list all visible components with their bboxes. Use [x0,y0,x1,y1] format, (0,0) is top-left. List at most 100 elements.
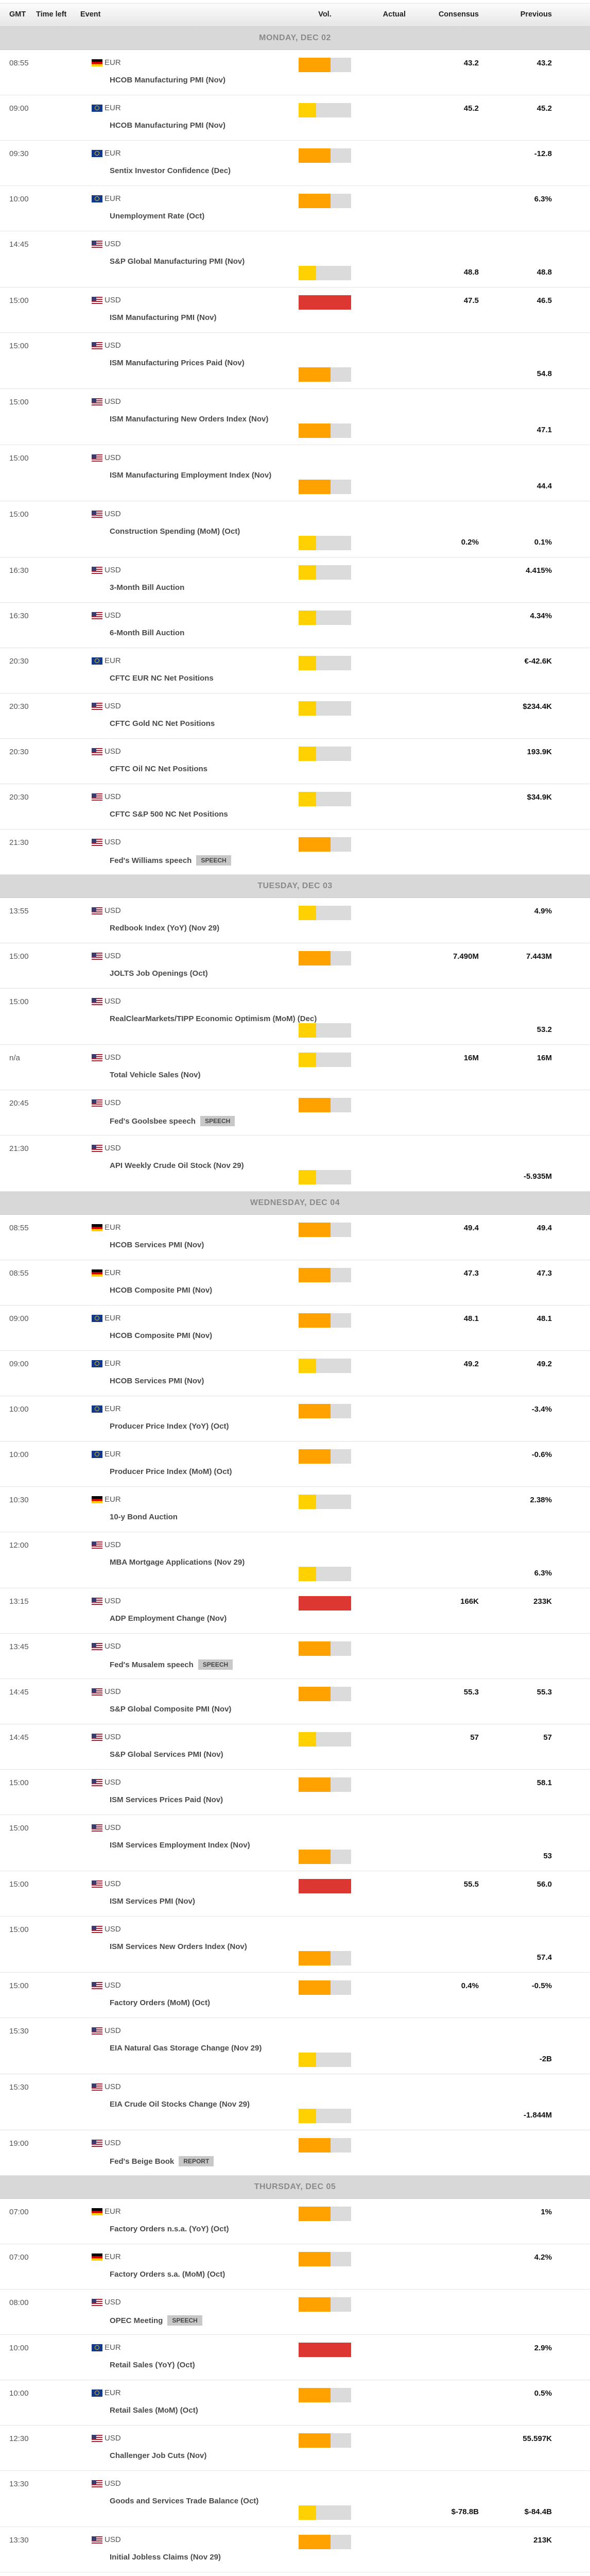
event-previous: 44.4 [536,482,552,490]
event-row[interactable]: 21:30 USD Fed's Williams speech SPEECH [0,829,590,875]
event-row[interactable]: n/a USD Total Vehicle Sales (Nov) 16M 16M [0,1045,590,1090]
event-row[interactable]: 09:00 EUR HCOB Manufacturing PMI (Nov) 45.2… [0,95,590,141]
germany-flag-icon [92,1496,102,1503]
us-flag-icon [92,454,102,462]
germany-flag-icon [92,1224,102,1231]
germany-flag-icon [92,59,102,66]
event-row[interactable]: 10:00 EUR Retail Sales (YoY) (Oct) 2.9% [0,2335,590,2380]
event-row[interactable]: 09:00 EUR HCOB Services PMI (Nov) 49.2 49.2 [0,1351,590,1396]
event-previous: 0.5% [534,2389,552,2398]
event-row[interactable]: 15:00 USD ISM Manufacturing New Orders Ind… [0,389,590,445]
event-time: 20:30 [9,793,29,802]
event-name: CFTC Gold NC Net Positions [110,719,215,728]
event-row[interactable]: 13:15 USD ADP Employment Change (Nov) 166K 2… [0,1588,590,1634]
event-row[interactable]: 12:00 USD MBA Mortgage Applications (Nov 2… [0,1532,590,1588]
event-row[interactable]: 15:00 USD ISM Services New Orders Index (N… [0,1917,590,1973]
event-name: Unemployment Rate (Oct) [110,212,205,221]
event-currency-label: USD [105,296,121,304]
event-row[interactable]: 10:00 EUR Unemployment Rate (Oct) 6.3% [0,186,590,231]
event-name-line: Goods and Services Trade Balance (Oct) [110,2497,258,2505]
event-time: 15:00 [9,952,29,961]
event-row[interactable]: 08:00 USD OPEC Meeting SPEECH [0,2290,590,2335]
event-row[interactable]: 09:00 EUR HCOB Composite PMI (Nov) 48.1 48.1 [0,1306,590,1351]
event-row[interactable]: 07:00 EUR Factory Orders n.s.a. (YoY) (Oct… [0,2199,590,2244]
event-name-line: RealClearMarkets/TIPP Economic Optimism … [110,1014,317,1023]
us-flag-icon [92,2027,102,2035]
event-row[interactable]: 21:30 USD API Weekly Crude Oil Stock (Nov … [0,1136,590,1192]
event-row[interactable]: 16:30 USD 3-Month Bill Auction 4.415% [0,557,590,603]
event-row[interactable]: 20:45 USD Fed's Goolsbee speech SPEECH [0,1090,590,1136]
volatility-bar [299,1268,351,1282]
event-row[interactable]: 20:30 USD CFTC Gold NC Net Positions $234.4… [0,693,590,739]
event-name: HCOB Manufacturing PMI (Nov) [110,121,225,130]
event-previous: 57.4 [536,1953,552,1962]
event-badge: SPEECH [167,2315,202,2326]
event-row[interactable]: 13:55 USD Redbook Index (YoY) (Nov 29) 4.9% [0,898,590,943]
event-row[interactable]: 08:55 EUR HCOB Manufacturing PMI (Nov) 43.2… [0,50,590,95]
event-currency-label: USD [105,838,121,846]
event-currency-group: USD [92,2479,121,2488]
col-gmt: GMT [9,10,26,19]
event-row[interactable]: 10:00 EUR Producer Price Index (MoM) (Oct)… [0,1442,590,1487]
event-row[interactable]: 15:00 USD ISM Manufacturing PMI (Nov) 47.5 4… [0,287,590,333]
us-flag-icon [92,1541,102,1549]
event-time: 15:00 [9,1880,29,1889]
event-row[interactable]: 15:30 USD EIA Natural Gas Storage Change (… [0,2018,590,2074]
volatility-bar [299,1850,351,1864]
event-row[interactable]: 15:00 USD RealClearMarkets/TIPP Economic O… [0,989,590,1045]
event-row[interactable]: 08:55 EUR HCOB Services PMI (Nov) 49.4 49.4 [0,1215,590,1260]
event-row[interactable]: 15:00 USD ISM Services PMI (Nov) 55.5 56.0 [0,1871,590,1917]
event-row[interactable]: 07:00 EUR Factory Orders s.a. (MoM) (Oct) 4… [0,2244,590,2290]
event-row[interactable]: 15:30 USD EIA Crude Oil Stocks Change (Nov… [0,2074,590,2130]
volatility-bar [299,2053,351,2067]
day-header: WEDNESDAY, DEC 04 [0,1192,590,1215]
event-row[interactable]: 15:00 USD Factory Orders (MoM) (Oct) 0.4% -0… [0,1973,590,2018]
event-row[interactable]: 13:30 USD Initial Jobless Claims (Nov 29) 2… [0,2527,590,2572]
event-name-line: Factory Orders (MoM) (Oct) [110,1998,210,2007]
event-row[interactable]: 15:00 USD ISM Manufacturing Employment Ind… [0,445,590,501]
event-row[interactable]: 15:00 USD ISM Manufacturing Prices Paid (N… [0,333,590,389]
event-currency-group: EUR [92,149,121,158]
volatility-bar [299,2109,351,2123]
event-row[interactable]: 10:00 EUR Retail Sales (MoM) (Oct) 0.5% [0,2380,590,2426]
event-row[interactable]: 13:45 USD Fed's Musalem speech SPEECH [0,1634,590,1679]
event-row[interactable]: 20:30 USD CFTC Oil NC Net Positions 193.9K [0,739,590,784]
event-previous: 45.2 [536,104,552,113]
event-row[interactable]: 20:30 EUR CFTC EUR NC Net Positions €-42.6K [0,648,590,693]
event-row[interactable]: 14:45 USD S&P Global Manufacturing PMI (No… [0,231,590,287]
event-row[interactable]: 14:45 USD S&P Global Services PMI (Nov) 57 5… [0,1724,590,1770]
event-name: Factory Orders (MoM) (Oct) [110,1998,211,2007]
event-name: Goods and Services Trade Balance (Oct) [110,2497,259,2505]
event-row[interactable]: 20:30 USD CFTC S&P 500 NC Net Positions $34… [0,784,590,829]
event-row[interactable]: 14:45 USD S&P Global Composite PMI (Nov) 55… [0,1679,590,1724]
col-time-left: Time left [36,10,67,19]
us-flag-icon [92,1099,102,1107]
event-row[interactable]: 13:30 USD Goods and Services Trade Balance… [0,2471,590,2527]
event-row[interactable]: 10:00 EUR Producer Price Index (YoY) (Oct)… [0,1396,590,1442]
event-row[interactable]: 16:30 USD 6-Month Bill Auction 4.34% [0,603,590,648]
event-currency-group: EUR [92,1268,121,1277]
event-time: 21:30 [9,1144,29,1153]
us-flag-icon [92,702,102,710]
volatility-bar [299,2252,351,2266]
event-consensus: 55.3 [463,1688,479,1697]
event-row[interactable]: 08:55 EUR HCOB Composite PMI (Nov) 47.3 47.3 [0,1260,590,1306]
event-currency-group: USD [92,510,121,518]
event-name: Challenger Job Cuts (Nov) [110,2451,207,2460]
event-time: 07:00 [9,2208,29,2216]
event-name-line: EIA Crude Oil Stocks Change (Nov 29) [110,2100,250,2109]
event-row[interactable]: 15:00 USD JOLTS Job Openings (Oct) 7.490M 7.… [0,943,590,989]
event-row[interactable]: 15:00 USD Construction Spending (MoM) (Oct… [0,501,590,557]
event-row[interactable]: 19:00 USD Fed's Beige Book REPORT [0,2130,590,2176]
event-previous: 53 [543,1852,552,1860]
event-row[interactable]: 09:30 EUR Sentix Investor Confidence (Dec)… [0,141,590,186]
event-row[interactable]: 10:30 EUR 10-y Bond Auction 2.38% [0,1487,590,1532]
eu-flag-icon [92,104,102,112]
event-row[interactable]: 12:30 USD Challenger Job Cuts (Nov) 55.597K [0,2426,590,2471]
event-row[interactable]: 15:00 USD ISM Services Employment Index (N… [0,1815,590,1871]
event-name: ISM Services New Orders Index (Nov) [110,1942,247,1951]
volatility-bar [299,295,351,310]
event-previous: 49.4 [536,1224,552,1232]
event-row[interactable]: 15:00 USD ISM Services Prices Paid (Nov) 58… [0,1770,590,1815]
